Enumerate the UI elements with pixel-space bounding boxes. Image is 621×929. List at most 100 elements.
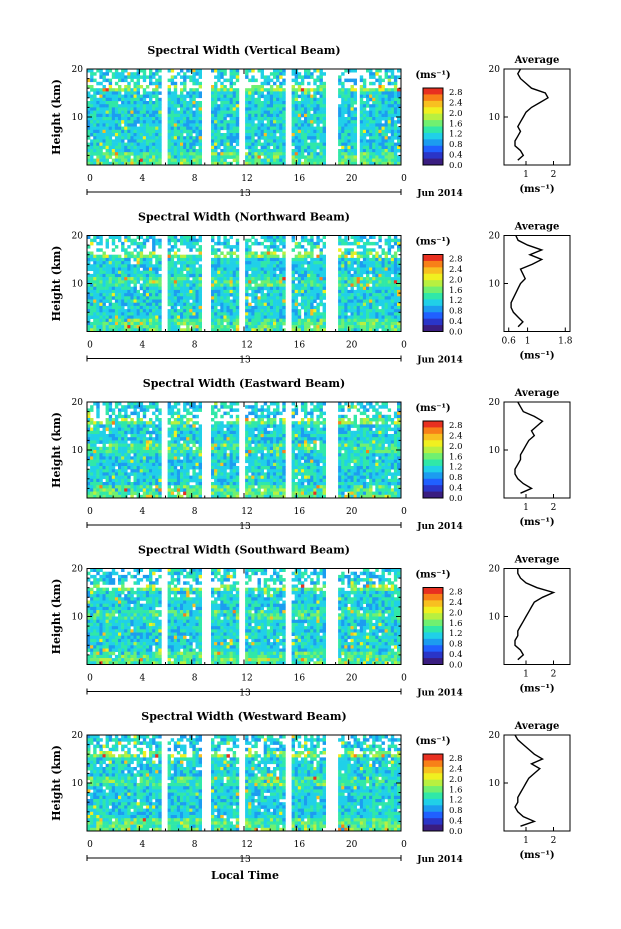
heatmap-cell	[316, 78, 320, 83]
heatmap-cell	[111, 149, 116, 153]
heatmap-cell	[316, 261, 320, 265]
heatmap-cell	[347, 296, 351, 300]
heatmap-cell	[180, 273, 184, 278]
heatmap-cell	[133, 158, 137, 163]
heatmap-cell	[235, 123, 240, 127]
heatmap-cell	[96, 81, 100, 86]
heatmap-cell	[214, 139, 218, 143]
heatmap-cell	[186, 101, 190, 105]
heatmap-cell	[266, 267, 271, 271]
heatmap-cell	[338, 104, 342, 108]
heatmap-cell	[195, 238, 199, 243]
heatmap-cell	[124, 123, 128, 127]
heatmap-cell	[362, 155, 367, 159]
heatmap-cell	[307, 81, 311, 86]
heatmap-cell	[390, 299, 395, 303]
heatmap-cell	[269, 85, 274, 89]
heatmap-cell	[313, 277, 317, 281]
heatmap-cell	[93, 270, 97, 275]
heatmap-cell	[254, 312, 258, 316]
heatmap-cell	[378, 405, 382, 409]
heatmap-cell	[158, 254, 162, 259]
heatmap-cell	[170, 133, 175, 137]
heatmap-cell	[220, 91, 224, 95]
heatmap-cell	[245, 113, 249, 118]
heatmap-cell	[344, 139, 348, 143]
heatmap-cell	[381, 293, 385, 297]
heatmap-cell	[300, 280, 305, 284]
heatmap-cell	[350, 149, 354, 153]
heatmap-cell	[269, 78, 274, 83]
panel-3: Spectral Width (Eastward Beam)0 4 8 12 16 20 0…	[50, 377, 571, 532]
heatmap-cell	[254, 293, 258, 297]
heatmap-cell	[127, 101, 131, 105]
heatmap-cell	[102, 94, 106, 99]
heatmap-cell	[300, 286, 305, 291]
heatmap-cell	[232, 245, 237, 249]
heatmap-cell	[279, 97, 283, 102]
heatmap-cell	[105, 97, 109, 102]
heatmap-cell	[142, 312, 147, 316]
heatmap-cell	[105, 296, 109, 300]
heatmap-cell	[378, 161, 382, 166]
heatmap-cell	[366, 302, 370, 307]
heatmap-cell	[353, 133, 357, 137]
heatmap-cell	[381, 117, 385, 121]
heatmap-cell	[108, 139, 113, 143]
heatmap-cell	[223, 261, 227, 265]
heatmap-cell	[176, 152, 181, 156]
heatmap-cell	[155, 405, 159, 409]
heatmap-cell	[276, 107, 280, 111]
heatmap-cell	[136, 142, 140, 147]
heatmap-cell	[384, 88, 388, 92]
heatmap-cell	[282, 312, 286, 316]
heatmap-cell	[344, 286, 348, 291]
heatmap-cell	[273, 321, 277, 326]
heatmap-cell	[313, 241, 317, 246]
heatmap-cell	[307, 305, 311, 310]
heatmap-cell	[313, 145, 317, 150]
heatmap-cell	[338, 305, 342, 310]
heatmap-cell	[108, 305, 113, 310]
heatmap-cell	[372, 302, 376, 307]
heatmap-cell	[173, 241, 178, 246]
heatmap-cell	[273, 318, 277, 323]
heatmap-cell	[139, 293, 144, 297]
heatmap-cell	[229, 235, 233, 239]
heatmap-cell	[186, 129, 190, 134]
heatmap-cell	[192, 289, 196, 294]
heatmap-cell	[195, 277, 199, 281]
heatmap-cell	[266, 97, 271, 102]
heatmap-cell	[372, 136, 376, 140]
heatmap-cell	[90, 299, 94, 303]
heatmap-cell	[149, 315, 153, 319]
heatmap-cell	[322, 155, 326, 159]
heatmap-cell	[322, 126, 326, 131]
heatmap-cell	[372, 328, 376, 332]
heatmap-cell	[118, 97, 122, 102]
heatmap-cell	[145, 120, 150, 124]
heatmap-cell	[108, 136, 113, 140]
heatmap-cell	[319, 405, 323, 409]
average-frame	[503, 235, 571, 332]
heatmap-cell	[192, 238, 196, 243]
heatmap-cell	[102, 136, 106, 140]
heatmap-cell	[111, 273, 116, 278]
heatmap-cell	[139, 261, 144, 265]
heatmap-cell	[276, 273, 280, 278]
heatmap-cell	[304, 238, 308, 243]
heatmap-cell	[223, 254, 227, 259]
heatmap-cell	[176, 309, 181, 313]
heatmap-cell	[282, 267, 286, 271]
heatmap-cell	[393, 129, 398, 134]
heatmap-cell	[235, 155, 240, 159]
heatmap-cell	[180, 312, 184, 316]
heatmap-cell	[375, 120, 379, 124]
heatmap-cell	[211, 283, 215, 287]
heatmap-cell	[257, 133, 261, 137]
heatmap-cell	[260, 270, 264, 275]
heatmap-cell	[152, 133, 156, 137]
heatmap-cell	[173, 158, 178, 163]
heatmap-cell	[291, 155, 295, 159]
heatmap-cell	[276, 94, 280, 99]
